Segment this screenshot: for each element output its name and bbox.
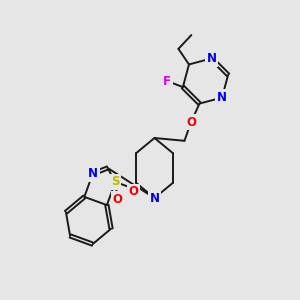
Text: O: O [186, 116, 196, 129]
Text: N: N [207, 52, 217, 65]
Text: N: N [88, 167, 98, 180]
Text: F: F [163, 75, 171, 88]
Text: N: N [149, 191, 160, 205]
Text: S: S [111, 176, 119, 188]
Text: O: O [113, 193, 123, 206]
Text: N: N [217, 91, 227, 104]
Text: O: O [128, 185, 138, 198]
